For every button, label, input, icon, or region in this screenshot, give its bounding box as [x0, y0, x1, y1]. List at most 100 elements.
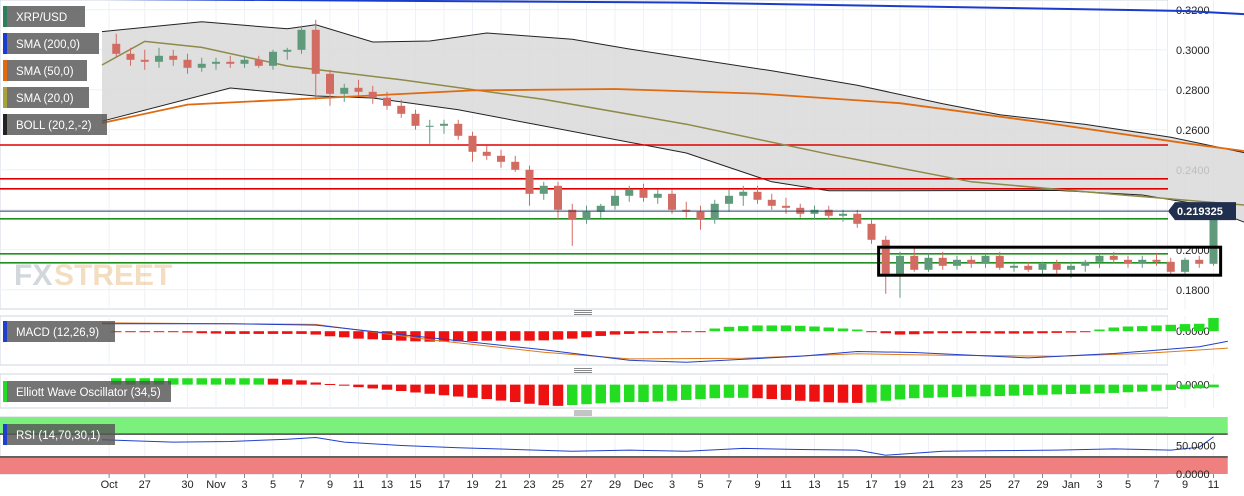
ewo-histogram-bar: [324, 383, 336, 385]
ewo-histogram-bar: [510, 384, 521, 403]
candle-body: [625, 189, 634, 196]
x-tick-label: 29: [1036, 479, 1048, 491]
x-tick-label: 5: [270, 479, 276, 491]
rsi-overbought-zone: [0, 417, 1228, 435]
x-tick-label: 29: [609, 479, 621, 491]
ewo-histogram-bar: [766, 384, 777, 400]
ewo-legend-label: Elliott Wave Oscillator (34,5): [16, 387, 161, 399]
ewo-histogram-bar: [567, 384, 578, 406]
macd-histogram-bar: [538, 331, 549, 341]
macd-histogram-bar: [852, 329, 863, 332]
legend-label: XRP/USD: [16, 12, 67, 24]
candle-body: [269, 51, 277, 66]
ewo-histogram-bar: [182, 378, 193, 385]
rsi-y-tick-label: 50.0000: [1176, 441, 1216, 453]
candle-body: [554, 185, 562, 210]
macd-histogram-bar: [1165, 324, 1176, 332]
x-tick-label: 23: [951, 479, 963, 491]
candle-body: [226, 61, 235, 64]
ewo-histogram-bar: [1208, 384, 1219, 388]
ewo-histogram-bar: [410, 384, 421, 393]
macd-histogram-bar: [267, 331, 279, 334]
ewo-histogram-bar: [296, 380, 307, 385]
macd-histogram-bar: [524, 331, 535, 341]
macd-histogram-bar: [1194, 323, 1205, 332]
candle-body: [397, 105, 406, 114]
ewo-histogram-bar: [666, 384, 678, 401]
ewo-histogram-bar: [695, 384, 706, 400]
candle-body: [924, 257, 933, 270]
macd-histogram-bar: [153, 331, 165, 333]
macd-histogram-bar: [652, 331, 663, 333]
macd-histogram-bar: [438, 331, 450, 342]
x-tick-label: 25: [552, 479, 564, 491]
candle-body: [611, 195, 619, 206]
x-tick-label: 3: [669, 479, 675, 491]
macd-histogram-bar: [139, 331, 150, 333]
x-tick-label: Dec: [634, 479, 654, 491]
macd-histogram-bar: [1065, 331, 1077, 333]
ewo-histogram-bar: [752, 384, 763, 399]
candle-body: [1052, 263, 1061, 270]
candle-body: [810, 209, 819, 214]
x-tick-label: 17: [865, 479, 877, 491]
macd-histogram-bar: [552, 331, 564, 340]
x-tick-label: 25: [979, 479, 991, 491]
ewo-histogram-bar: [923, 384, 934, 398]
ewo-histogram-bar: [1194, 384, 1205, 389]
candle-body: [839, 213, 847, 216]
candle-body: [981, 255, 990, 264]
macd-histogram-bar: [467, 331, 478, 342]
macd-histogram-bar: [1023, 331, 1034, 334]
legend-label: SMA (200,0): [16, 39, 80, 51]
candle-body: [653, 193, 662, 198]
ewo-histogram-bar: [709, 384, 720, 399]
ewo-histogram-bar: [880, 384, 891, 401]
ewo-histogram-bar: [1080, 384, 1091, 394]
x-tick-label: Nov: [206, 479, 226, 491]
ewo-histogram-bar: [994, 384, 1005, 397]
candle-body: [311, 29, 320, 74]
macd-histogram-bar: [481, 331, 492, 341]
legend-color-swatch: [3, 424, 7, 445]
ewo-histogram-bar: [339, 384, 350, 386]
macd-histogram-bar: [381, 331, 393, 340]
macd-histogram-bar: [567, 331, 578, 339]
x-tick-label: 23: [523, 479, 535, 491]
x-tick-label: Jan: [1062, 479, 1080, 491]
candle-body: [639, 189, 648, 198]
ewo-histogram-bar: [495, 384, 507, 401]
macd-histogram-bar: [738, 326, 749, 332]
macd-histogram-bar: [980, 331, 991, 334]
macd-histogram-bar: [795, 325, 806, 332]
macd-histogram-bar: [909, 331, 920, 335]
macd-histogram-bar: [353, 331, 364, 339]
legend-box: [3, 33, 99, 54]
macd-histogram-bar: [1037, 331, 1048, 334]
macd-histogram-bar: [695, 331, 706, 333]
ewo-histogram-bar: [1051, 384, 1062, 395]
legend-color-swatch: [3, 114, 7, 135]
candle-body: [995, 255, 1004, 268]
ewo-histogram-bar: [310, 382, 321, 385]
ewo-histogram-bar: [168, 378, 179, 385]
candle-body: [140, 59, 149, 62]
ewo-histogram-bar: [809, 384, 820, 402]
ewo-histogram-bar: [738, 384, 749, 398]
x-tick-label: 5: [1125, 479, 1131, 491]
macd-histogram-bar: [880, 331, 891, 334]
ewo-histogram-bar: [396, 384, 407, 391]
macd-histogram-bar: [723, 326, 735, 332]
macd-histogram-bar: [595, 331, 606, 336]
candle-body: [1152, 259, 1161, 262]
macd-histogram-bar: [310, 331, 321, 335]
candle-body: [411, 113, 420, 126]
candle-body: [440, 123, 448, 126]
ewo-histogram-bar: [367, 384, 378, 389]
candle-body: [938, 257, 947, 266]
candle-body: [155, 55, 163, 62]
candle-body: [297, 29, 306, 50]
y-tick-label: 0.2000: [1176, 245, 1210, 257]
x-tick-label: 21: [922, 479, 934, 491]
macd-histogram-bar: [339, 331, 350, 338]
